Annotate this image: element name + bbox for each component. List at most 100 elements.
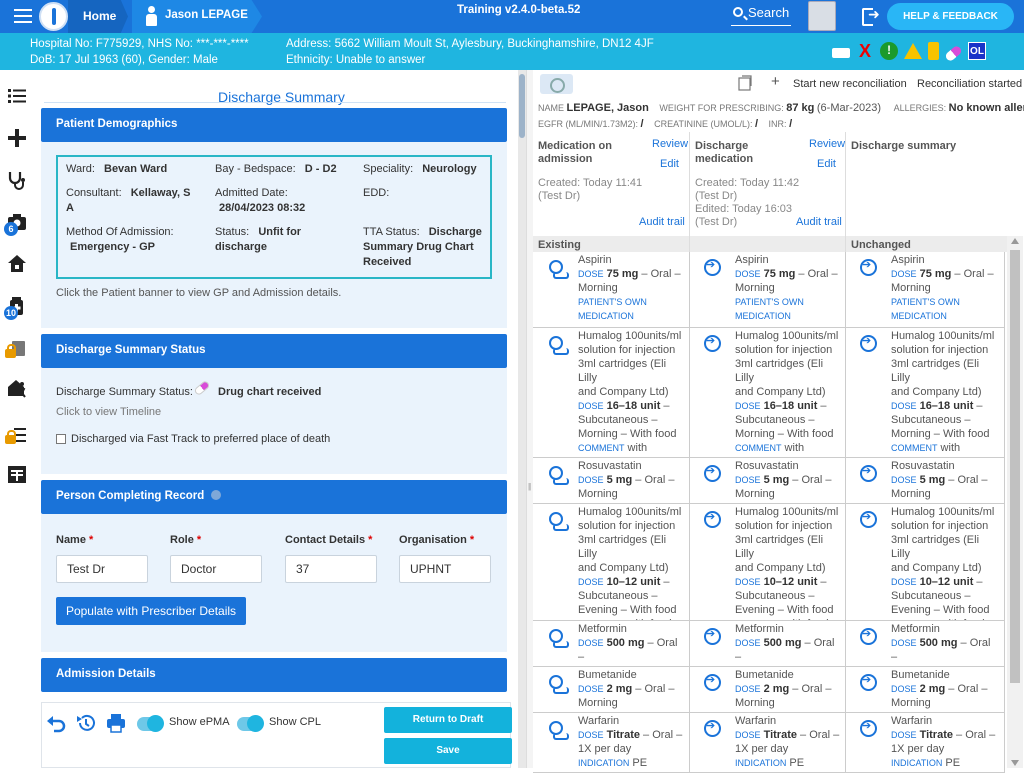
pill-icon[interactable] xyxy=(944,44,963,63)
left-scrollbar-thumb[interactable] xyxy=(519,74,525,138)
populate-prescriber-button[interactable]: Populate with Prescriber Details xyxy=(56,597,246,625)
patient-demographics-header[interactable]: Patient Demographics xyxy=(41,108,507,142)
admission-review-link[interactable]: Review xyxy=(652,138,689,150)
person-completing-header[interactable]: Person Completing Record xyxy=(41,480,507,514)
medication-line: COMMENT with xyxy=(891,441,999,455)
medication-route: – xyxy=(817,576,827,588)
logout-icon[interactable] xyxy=(862,6,882,26)
admission-details-header[interactable]: Admission Details xyxy=(41,658,507,692)
admission-audit-trail-link[interactable]: Audit trail xyxy=(639,216,685,228)
scroll-down-icon[interactable] xyxy=(1011,760,1019,766)
discharge-exit-icon[interactable] xyxy=(7,378,29,400)
calendar-grid-icon[interactable] xyxy=(7,464,29,486)
discharge-audit-trail-link[interactable]: Audit trail xyxy=(796,216,842,228)
medicine-bottle-icon[interactable] xyxy=(928,42,939,60)
medication-line: 1X per day xyxy=(891,743,945,755)
medication-cell[interactable]: Humalog 100units/ml solution for injectio… xyxy=(690,328,846,458)
discharge-created: Created: Today 11:42 (Test Dr) Edited: Tod… xyxy=(695,177,799,229)
show-epma-toggle[interactable] xyxy=(137,715,164,732)
right-scrollbar-thumb[interactable] xyxy=(1010,250,1020,683)
exclamation-alert-icon[interactable]: ! xyxy=(880,42,898,60)
help-feedback-button[interactable]: HELP & FEEDBACK xyxy=(887,3,1014,30)
fast-track-checkbox[interactable] xyxy=(56,434,66,444)
camera-icon[interactable]: 6 xyxy=(4,212,29,236)
medication-cell[interactable]: Humalog 100units/ml solution for injectio… xyxy=(846,328,1005,458)
role-input[interactable]: Doctor xyxy=(170,555,262,583)
cross-alert-icon[interactable]: X xyxy=(858,41,871,61)
discharge-status-header[interactable]: Discharge Summary Status xyxy=(41,334,507,368)
ol-badge[interactable]: OL xyxy=(968,42,986,60)
arrow-medication-icon xyxy=(860,719,878,741)
egfr-label: EGFR (ML/MIN/1.73M2): xyxy=(538,119,639,129)
right-scrollbar[interactable] xyxy=(1007,236,1023,768)
home-icon[interactable] xyxy=(7,254,29,276)
hospital-nhs-number: Hospital No: F775929, NHS No: ***-***-**… xyxy=(30,38,249,50)
demographics-box[interactable]: Ward: Bevan Ward Bay - Bedspace: D - D2 … xyxy=(56,155,492,279)
bed-icon[interactable] xyxy=(832,48,850,58)
medication-cell[interactable]: Humalog 100units/ml solution for injectio… xyxy=(533,504,690,621)
admission-column-title: Medication on admission xyxy=(538,140,612,166)
admitted-label: Admitted Date: xyxy=(215,187,288,199)
medication-icon[interactable]: 10 xyxy=(4,296,29,320)
arrow-medication-icon xyxy=(704,627,722,649)
plus-icon[interactable] xyxy=(7,128,29,150)
admission-edit-link[interactable]: Edit xyxy=(660,158,679,170)
org-label-text: Organisation xyxy=(399,534,467,546)
discharge-review-link[interactable]: Review xyxy=(809,138,846,150)
hamburger-menu-icon[interactable] xyxy=(14,9,32,23)
patient-banner[interactable]: Hospital No: F775929, NHS No: ***-***-**… xyxy=(0,33,1024,70)
left-scrollbar[interactable] xyxy=(518,70,526,768)
medication-cell[interactable]: Humalog 100units/ml solution for injectio… xyxy=(533,328,690,458)
save-button[interactable]: Save xyxy=(384,738,512,764)
medication-cell[interactable]: Humalog 100units/ml solution for injectio… xyxy=(690,504,846,621)
show-cpl-toggle[interactable] xyxy=(237,715,264,732)
reconciliation-toolbar: + Start new reconciliation Reconciliatio… xyxy=(533,70,1024,98)
organisation-input[interactable]: UPHNT xyxy=(399,555,491,583)
locked-checklist-icon[interactable] xyxy=(5,424,29,446)
start-new-reconciliation-link[interactable]: Start new reconciliation xyxy=(793,78,907,90)
stethoscope-icon[interactable] xyxy=(7,170,29,192)
patient-breadcrumb[interactable]: Jason LEPAGE xyxy=(132,0,262,33)
medication-route: – xyxy=(817,400,827,412)
medication-line: Bumetanide xyxy=(735,669,794,681)
home-breadcrumb[interactable]: Home xyxy=(68,0,128,33)
document-add-icon[interactable] xyxy=(738,75,752,91)
discharge-edit-link[interactable]: Edit xyxy=(817,158,836,170)
medication-cell[interactable]: Humalog 100units/ml solution for injectio… xyxy=(846,504,1005,621)
info-icon[interactable] xyxy=(211,490,222,500)
medication-field-value: PE xyxy=(786,757,805,769)
locked-clipboard-icon[interactable] xyxy=(5,338,29,360)
scroll-up-icon[interactable] xyxy=(1011,238,1019,244)
user-avatar[interactable] xyxy=(808,1,836,31)
warning-icon[interactable] xyxy=(904,43,922,59)
plus-icon[interactable]: + xyxy=(771,73,780,90)
return-to-draft-button[interactable]: Return to Draft xyxy=(384,707,512,733)
reconciliation-started-label: Reconciliation started xyxy=(917,78,1023,90)
link-toggle-icon[interactable] xyxy=(540,74,573,94)
pane-resize-handle[interactable]: || xyxy=(526,70,533,768)
search-button[interactable]: Search xyxy=(731,4,791,26)
history-icon[interactable] xyxy=(76,713,96,733)
name-input[interactable]: Test Dr xyxy=(56,555,148,583)
contact-input[interactable]: 37 xyxy=(285,555,377,583)
list-icon[interactable] xyxy=(7,86,29,108)
timeline-link[interactable]: Click to view Timeline xyxy=(56,406,162,418)
undo-icon[interactable] xyxy=(46,713,66,733)
allergies-value: No known allergy xyxy=(948,102,1024,114)
print-icon[interactable] xyxy=(106,713,126,733)
